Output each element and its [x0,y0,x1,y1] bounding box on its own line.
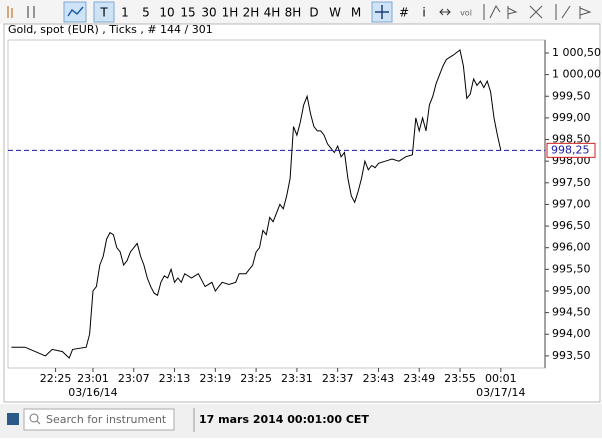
toolbar-button[interactable]: 1H [222,6,239,20]
toolbar-button[interactable]: W [329,6,341,20]
toolbar-button[interactable]: 30 [201,6,216,20]
x-date-label: 03/16/14 [68,386,117,399]
x-tick-label: 23:31 [281,372,313,385]
x-tick-label: 23:43 [363,372,395,385]
price-line [11,49,502,359]
instrument-icon [7,413,19,425]
search-box[interactable] [23,408,175,431]
y-tick-label: 998,50 [552,133,591,146]
search-icon [29,413,39,423]
x-tick-label: 23:19 [199,372,231,385]
y-tick-label: 997,00 [552,197,591,210]
x-tick-label: 23:37 [322,372,354,385]
line-icon [67,6,84,17]
toolbar-button[interactable]: T [99,6,108,20]
search-icon-handle [36,420,41,425]
x-tick-label: 23:25 [240,372,272,385]
toolbar-button[interactable]: # [399,6,409,20]
y-tick-label: 999,50 [552,89,591,102]
toolbar-button[interactable]: M [351,6,361,20]
current-price-label: 998,25 [551,143,590,156]
candle-icon[interactable] [7,6,13,18]
toolbar-button[interactable]: 5 [142,6,150,20]
x-tick-label: 23:07 [118,372,150,385]
chart-title: Gold, spot (EUR) , Ticks , # 144 / 301 [8,23,213,36]
x-tick-label: 23:55 [444,372,476,385]
y-tick-label: 997,50 [552,176,591,189]
y-tick-label: 999,00 [552,111,591,124]
toolbar-button[interactable]: i [422,6,425,20]
y-tick-label: 995,50 [552,262,591,275]
y-tick-label: 995,00 [552,284,591,297]
toolbar-button[interactable]: vol [460,9,472,18]
y-tick-label: 994,50 [552,306,591,319]
bar-icon[interactable] [27,6,35,18]
y-tick-label: 996,50 [552,219,591,232]
chart-panel [3,23,601,403]
crosshair-icon [375,5,389,19]
x-date-label: 03/17/14 [476,386,525,399]
toolbar-button[interactable]: 1 [121,6,129,20]
toolbar-button[interactable]: D [309,6,318,20]
drawing-tools[interactable] [483,4,592,20]
tick-button-bg [93,1,115,23]
y-tick-label: 993,50 [552,349,591,362]
toolbar-button[interactable]: 4H [264,6,281,20]
toolbar-button[interactable]: 2H [243,6,260,20]
timestamp: 17 mars 2014 00:01:00 CET [199,413,369,426]
toolbar-button[interactable]: 10 [159,6,174,20]
y-tick-label: 996,00 [552,241,591,254]
x-tick-label: 23:01 [77,372,109,385]
y-tick-label: 994,00 [552,327,591,340]
toolbar-button[interactable]: 15 [180,6,195,20]
x-tick-label: 00:01 [485,372,517,385]
arrows-icon[interactable] [439,8,451,16]
current-price-box [546,142,596,158]
x-tick-label: 22:25 [40,372,72,385]
toolbar-button[interactable]: 8H [285,6,302,20]
x-tick-label: 23:13 [159,372,191,385]
y-tick-label: 1 000,00 [552,68,601,81]
x-tick-label: 23:49 [403,372,435,385]
search-placeholder[interactable]: Search for instrument [46,413,167,426]
y-tick-label: 1 000,50 [552,46,601,59]
